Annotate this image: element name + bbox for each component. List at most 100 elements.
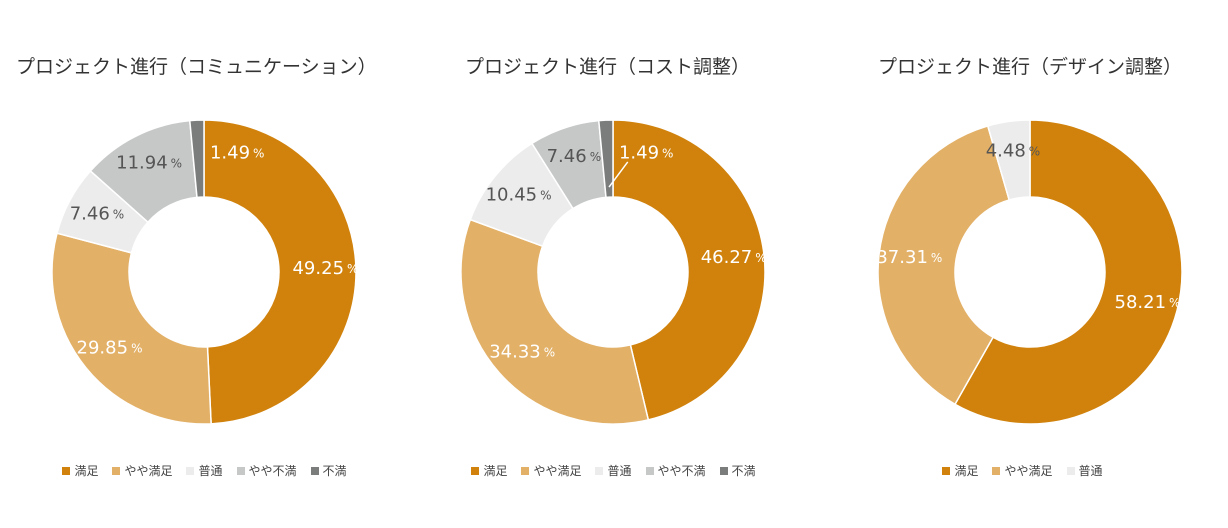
data-label-value: 10.45: [486, 185, 538, 206]
data-label-dissatisfied: 1.49%: [619, 143, 673, 164]
data-label-unit: %: [347, 262, 358, 276]
data-label-unit: %: [755, 250, 766, 264]
slice-dissatisfied: [597, 119, 614, 199]
legend-item-satisfied: 満足: [471, 462, 507, 479]
data-label-unit: %: [590, 149, 601, 163]
legend-label: 満足: [954, 464, 979, 478]
slice-neutral: [986, 119, 1031, 201]
chart-title: プロジェクト進行（コミュニケーション）: [16, 56, 377, 78]
legend-label: 不満: [322, 464, 347, 478]
legend-item-satisfied: 満足: [62, 462, 98, 479]
data-label-unit: %: [131, 341, 142, 355]
legend-label: 普通: [607, 464, 632, 478]
legend-label: やや満足: [533, 464, 582, 478]
data-label-satisfied: 49.25%: [292, 258, 358, 279]
legend-swatch: [186, 466, 195, 475]
legend-label: 満足: [74, 464, 99, 478]
legend-item-somewhat-dissatisfied: やや不満: [236, 462, 297, 479]
legend-item-somewhat-satisfied: やや満足: [112, 462, 172, 479]
data-label-somewhat-dissatisfied: 11.94%: [116, 153, 182, 174]
data-label-unit: %: [544, 345, 555, 359]
legend-label: やや満足: [124, 464, 173, 478]
donut-svg: 58.21 %37.31 %4.48%: [876, 119, 1183, 425]
data-label-satisfied: 46.27%: [701, 247, 767, 268]
legend-label: やや満足: [1004, 464, 1053, 478]
data-label-satisfied: 58.21%: [1115, 292, 1181, 313]
legend-item-neutral: 普通: [186, 462, 223, 479]
legend-item-neutral: 普通: [595, 462, 632, 479]
legend-label: 満足: [483, 464, 508, 478]
donut-chart-design: プロジェクト進行（デザイン調整） 58.21% 37.31% 4.48% 満足 やや満…: [818, 0, 1227, 528]
legend-label: やや不満: [657, 464, 706, 478]
legend: 満足 やや満足 普通 やや不満 不満: [0, 462, 409, 479]
legend-swatch: [236, 466, 245, 475]
data-label-neutral: 7.46%: [70, 204, 124, 225]
legend-swatch: [992, 466, 1001, 475]
data-label-value: 58.21: [1115, 292, 1167, 313]
legend-label: 不満: [731, 464, 756, 478]
chart-title: プロジェクト進行（コスト調整）: [465, 56, 751, 78]
legend-swatch: [471, 466, 480, 475]
data-label-unit: %: [931, 250, 942, 264]
donut-svg: 49.25 %29.85 %7.46 %11.94% 1.49%: [51, 119, 358, 425]
legend-swatch: [1066, 466, 1075, 475]
chart-title: プロジェクト進行（デザイン調整）: [878, 56, 1183, 78]
legend-item-dissatisfied: 不満: [719, 462, 756, 479]
data-label-unit: %: [1029, 144, 1040, 158]
data-label-value: 1.49: [210, 143, 250, 164]
legend-item-somewhat-dissatisfied: やや不満: [645, 462, 706, 479]
legend-swatch: [310, 466, 319, 475]
slice-somewhat-satisfied: [51, 232, 212, 425]
slice-dissatisfied: [188, 119, 205, 199]
data-label-value: 29.85: [77, 337, 129, 358]
legend-label: 普通: [1078, 464, 1103, 478]
leader-line: [608, 161, 629, 188]
legend-item-dissatisfied: 不満: [310, 462, 347, 479]
legend-item-satisfied: 満足: [942, 462, 978, 479]
data-label-dissatisfied: 1.49%: [210, 143, 264, 164]
slice-satisfied: [612, 119, 766, 421]
data-label-neutral: 4.48%: [986, 141, 1040, 162]
legend-swatch: [719, 466, 728, 475]
legend-label: 普通: [198, 464, 223, 478]
legend-swatch: [112, 466, 121, 475]
legend-swatch: [645, 466, 654, 475]
data-label-value: 7.46: [547, 146, 587, 167]
slice-somewhat-satisfied: [460, 218, 650, 425]
data-label-somewhat-dissatisfied: 7.46%: [547, 146, 601, 167]
legend-swatch: [521, 466, 530, 475]
legend-item-somewhat-satisfied: やや満足: [992, 462, 1053, 479]
data-label-unit: %: [113, 207, 124, 221]
legend-item-neutral: 普通: [1066, 462, 1103, 479]
data-label-unit: %: [662, 146, 673, 160]
data-label-somewhat-satisfied: 29.85%: [77, 337, 143, 358]
legend-swatch: [942, 466, 951, 475]
donut-chart-cost: プロジェクト進行（コスト調整） 46.27% 34.33% 10.45% 7.46% 1…: [409, 0, 818, 528]
legend-swatch: [595, 466, 604, 475]
data-label-unit: %: [253, 146, 264, 160]
data-label-value: 7.46: [70, 204, 110, 225]
slice-satisfied: [953, 119, 1183, 425]
donut-svg: 46.27 %34.33 %10.45 %7.46% 1.49%: [460, 119, 767, 425]
data-label-value: 46.27: [701, 247, 753, 268]
data-label-value: 11.94: [116, 153, 168, 174]
data-label-unit: %: [1169, 295, 1180, 309]
data-label-unit: %: [540, 188, 551, 202]
data-label-somewhat-satisfied: 34.33%: [489, 342, 555, 363]
legend-label: やや不満: [248, 464, 297, 478]
slice-satisfied: [203, 119, 357, 425]
data-label-value: 49.25: [292, 258, 344, 279]
legend: 満足 やや満足 普通: [818, 462, 1227, 479]
slice-somewhat-satisfied: [877, 125, 1011, 406]
legend-swatch: [62, 466, 71, 475]
data-label-value: 1.49: [619, 143, 659, 164]
data-label-value: 34.33: [489, 342, 541, 363]
data-label-unit: %: [171, 156, 182, 170]
legend: 満足 やや満足 普通 やや不満 不満: [409, 462, 818, 479]
data-label-somewhat-satisfied: 37.31%: [876, 247, 942, 268]
donut-chart-communication: プロジェクト進行（コミュニケーション） 49.25% 29.85% 7.46% 11.…: [0, 0, 409, 528]
data-label-value: 4.48: [986, 141, 1026, 162]
data-label-value: 37.31: [876, 247, 928, 268]
legend-item-somewhat-satisfied: やや満足: [521, 462, 581, 479]
data-label-neutral: 10.45%: [486, 185, 552, 206]
